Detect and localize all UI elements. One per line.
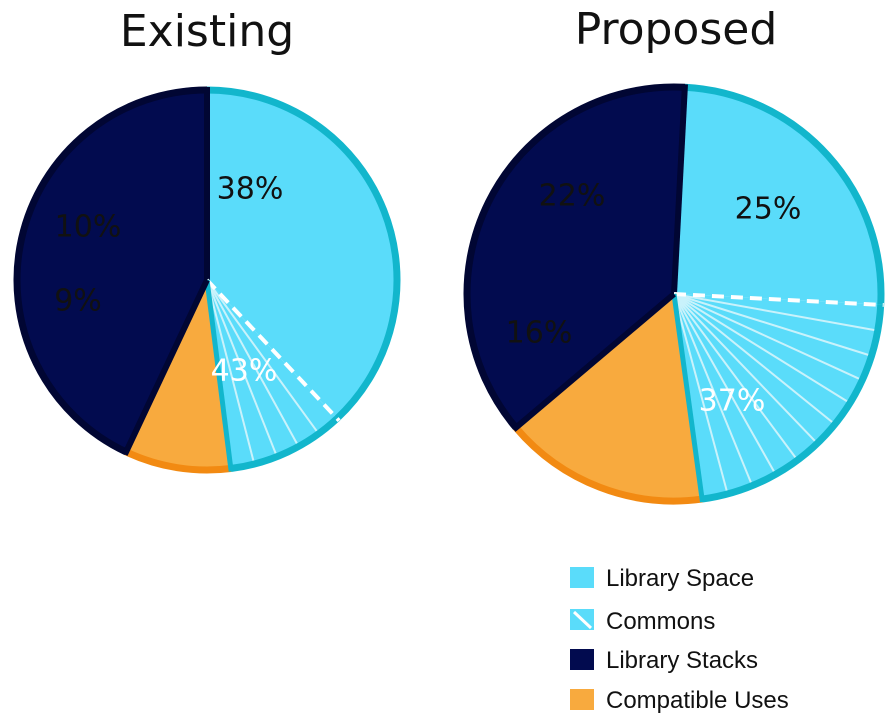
commons-hatch-line-proposed (673, 293, 728, 492)
legend-item-commons: Commons (570, 608, 715, 635)
slice-label-proposed-compatible-uses: 16% (506, 316, 573, 351)
slice-label-existing-compatible-uses: 9% (54, 284, 102, 319)
commons-hatch-line-proposed (673, 293, 848, 403)
legend-label-commons: Commons (606, 608, 715, 635)
commons-edge-existing (204, 279, 234, 472)
slice-label-proposed-library-stacks: 37% (699, 384, 766, 419)
library-space-swatch-icon (570, 567, 594, 588)
pie-existing: 38% 10% 9% 43% (13, 86, 401, 474)
commons-hatch-line-existing (206, 279, 277, 455)
slice-proposed-compatible-uses (513, 294, 703, 504)
commons-hatch-line-proposed (673, 293, 753, 484)
commons-hatch-line-proposed (673, 293, 875, 332)
slice-border-existing-library-stacks (13, 86, 208, 456)
commons-hatched-swatch-icon (570, 609, 594, 630)
slice-proposed-library-space (674, 84, 885, 305)
slice-proposed-commons (674, 294, 884, 503)
slice-existing-compatible-uses (124, 280, 232, 473)
slice-border-existing-commons (230, 415, 340, 472)
pie-proposed: 25% 22% 16% 37% (463, 83, 885, 505)
legend-label-compatible-uses: Compatible Uses (606, 687, 789, 714)
legend: Library Space Commons Library Stacks Com… (570, 565, 789, 714)
commons-hatch-line-proposed (673, 293, 797, 459)
commons-edge-proposed (671, 293, 705, 503)
slice-label-existing-library-space: 38% (217, 172, 284, 207)
slice-label-proposed-commons: 22% (539, 179, 606, 214)
library-stacks-swatch-icon (570, 649, 594, 670)
slice-border-existing-library-space (206, 86, 401, 422)
commons-hatch-line-proposed (673, 293, 834, 424)
legend-item-library-stacks: Library Stacks (570, 647, 758, 674)
slice-label-existing-library-stacks: 43% (211, 354, 278, 389)
legend-item-library-space: Library Space (570, 565, 754, 592)
slice-existing-library-space (207, 87, 400, 421)
commons-hatch-line-existing (206, 279, 318, 432)
commons-divider-proposed (673, 292, 884, 307)
commons-hatch-line-proposed (673, 293, 860, 380)
stacks-divider-existing (122, 278, 210, 456)
commons-hatch-line-proposed (673, 293, 816, 442)
commons-hatch-line-proposed (673, 293, 869, 356)
chart-title-proposed: Proposed (575, 4, 778, 55)
legend-item-compatible-uses: Compatible Uses (570, 687, 789, 714)
commons-hatch-line-proposed (673, 293, 776, 473)
slice-border-proposed-library-stacks (463, 83, 686, 430)
commons-hatch-line-existing (206, 279, 255, 462)
slice-label-proposed-library-space: 25% (735, 192, 802, 227)
slice-existing-commons (207, 280, 340, 472)
commons-hatch-line-existing (206, 279, 298, 445)
stacks-divider-proposed (511, 291, 676, 432)
stacks-divider-proposed (671, 84, 688, 295)
commons-divider-existing (205, 278, 341, 423)
compatible-uses-swatch-icon (570, 689, 594, 710)
legend-label-library-stacks: Library Stacks (606, 647, 758, 674)
slice-proposed-library-stacks (464, 84, 685, 430)
slice-border-proposed-library-space (684, 83, 885, 306)
slice-border-existing-compatible-uses (124, 448, 232, 474)
slice-existing-library-stacks (13, 87, 208, 455)
legend-label-library-space: Library Space (606, 565, 754, 592)
chart-title-existing: Existing (120, 6, 294, 57)
slice-border-proposed-compatible-uses (513, 425, 703, 505)
slice-border-proposed-commons (701, 304, 885, 503)
slice-label-existing-commons: 10% (55, 210, 122, 245)
